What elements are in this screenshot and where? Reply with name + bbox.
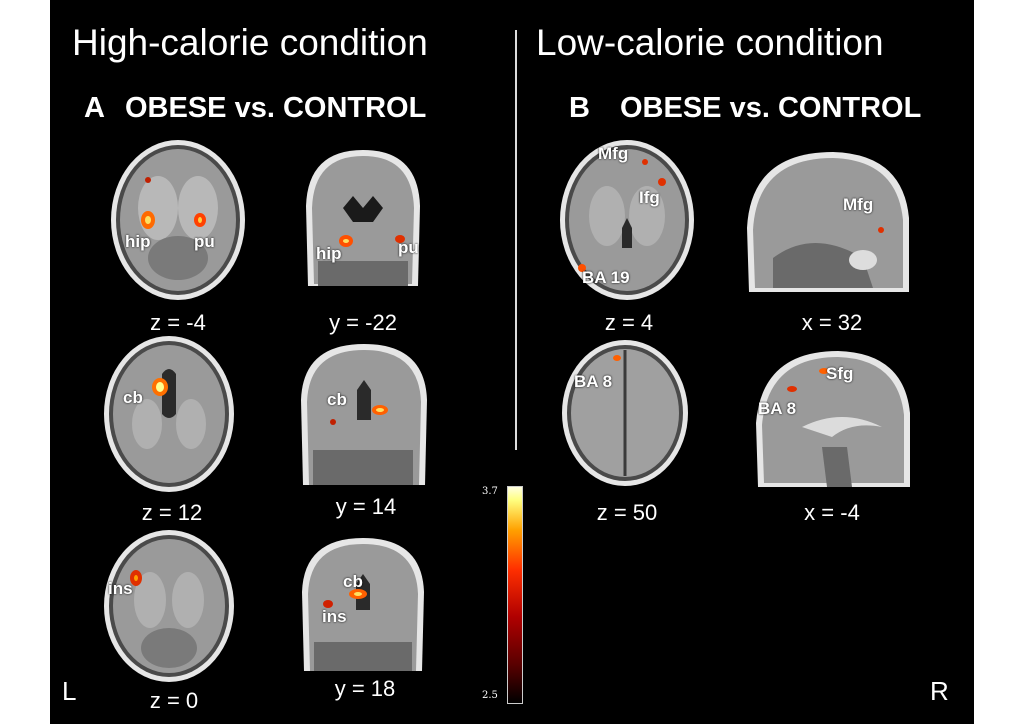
low-calorie-title: Low-calorie condition	[536, 22, 884, 63]
panel-b-letter: B	[569, 92, 590, 124]
coronal-slice-y-18	[302, 538, 424, 671]
orientation-right: R	[930, 676, 949, 706]
coord-x-minus-4: x = -4	[804, 500, 860, 525]
sagittal-slice-x-32	[747, 152, 909, 292]
label-ba-19: BA 19	[582, 268, 630, 287]
label-cb: cb	[123, 388, 143, 407]
label-mfg: Mfg	[598, 144, 629, 163]
coord-z-50: z = 50	[596, 500, 658, 525]
coord-z-minus-4: z = -4	[150, 310, 206, 335]
label-pu: pu	[398, 238, 419, 257]
axial-slice-z-12	[104, 336, 234, 492]
axial-slice-z-0	[104, 530, 234, 682]
colorbar-min-label: 2.5	[482, 690, 498, 701]
coord-z-4: z = 4	[604, 310, 654, 335]
label-hip: hip	[125, 232, 151, 251]
axial-slice-z-4	[560, 140, 694, 300]
coord-z-0: z = 0	[149, 688, 199, 713]
panel-b-heading: OBESE vs. CONTROL	[620, 92, 922, 124]
high-calorie-title: High-calorie condition	[72, 22, 428, 63]
panel-a-heading: OBESE vs. CONTROL	[125, 92, 427, 124]
label-cb: cb	[343, 572, 363, 591]
label-ins: ins	[108, 579, 133, 598]
label-mfg: Mfg	[843, 195, 874, 214]
sagittal-slice-x-minus-4	[756, 351, 910, 487]
label-ins: ins	[322, 607, 347, 626]
label-ba-8: BA 8	[758, 399, 797, 418]
label-cb: cb	[327, 390, 347, 409]
coord-y-18: y = 18	[334, 676, 396, 701]
figure-panel: High-calorie condition Low-calorie condi…	[50, 0, 974, 724]
axial-slice-z-50	[562, 340, 688, 486]
coord-x-32: x = 32	[801, 310, 863, 335]
colorbar	[507, 486, 523, 704]
label-sfg: Sfg	[826, 364, 854, 383]
colorbar-max-label: 3.7	[482, 486, 498, 497]
coord-z-12: z = 12	[141, 500, 203, 525]
panel-a-letter: A	[84, 92, 105, 124]
label-ifg: Ifg	[639, 188, 660, 207]
axial-slice-z-minus-4	[111, 140, 245, 300]
column-divider	[515, 30, 517, 450]
orientation-left: L	[62, 676, 77, 706]
coronal-slice-y-minus-22	[306, 150, 420, 286]
label-pu: pu	[194, 232, 215, 251]
coord-y-minus-22: y = -22	[329, 310, 397, 335]
coord-y-14: y = 14	[335, 494, 397, 519]
coronal-slice-y-14	[301, 344, 427, 485]
label-ba-8: BA 8	[574, 372, 613, 391]
label-hip: hip	[316, 244, 342, 263]
